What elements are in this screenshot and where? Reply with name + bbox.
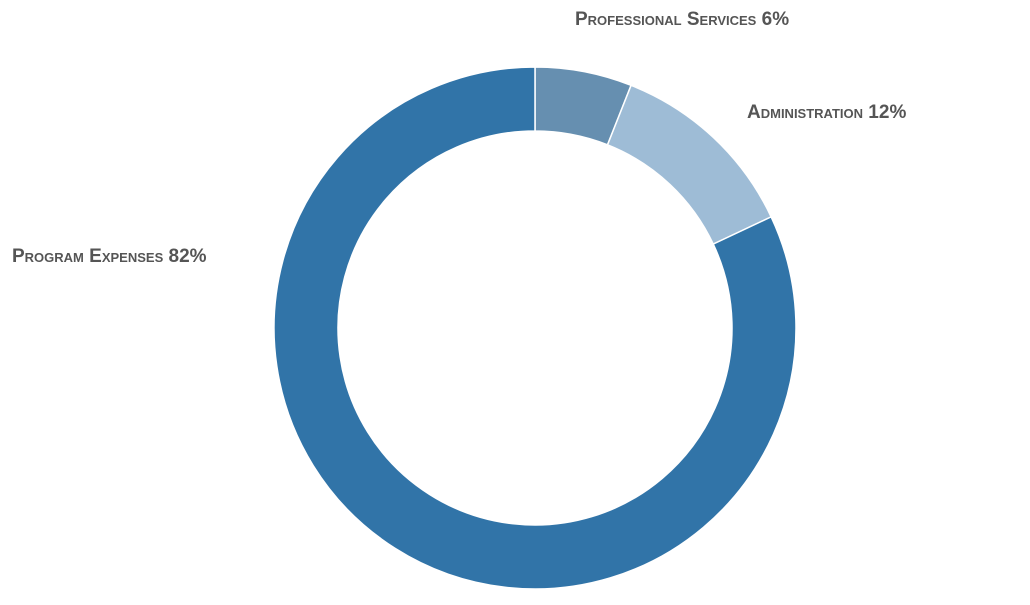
slice-label-administration: Administration 12% (747, 102, 906, 123)
slice-label-program-expenses: Program Expenses 82% (12, 246, 207, 267)
donut-slices (273, 66, 797, 590)
slice-program-expenses[interactable] (273, 66, 797, 590)
slice-label-professional-services: Professional Services 6% (575, 9, 789, 30)
slice-labels: Professional Services 6% Administration 1… (12, 9, 906, 267)
